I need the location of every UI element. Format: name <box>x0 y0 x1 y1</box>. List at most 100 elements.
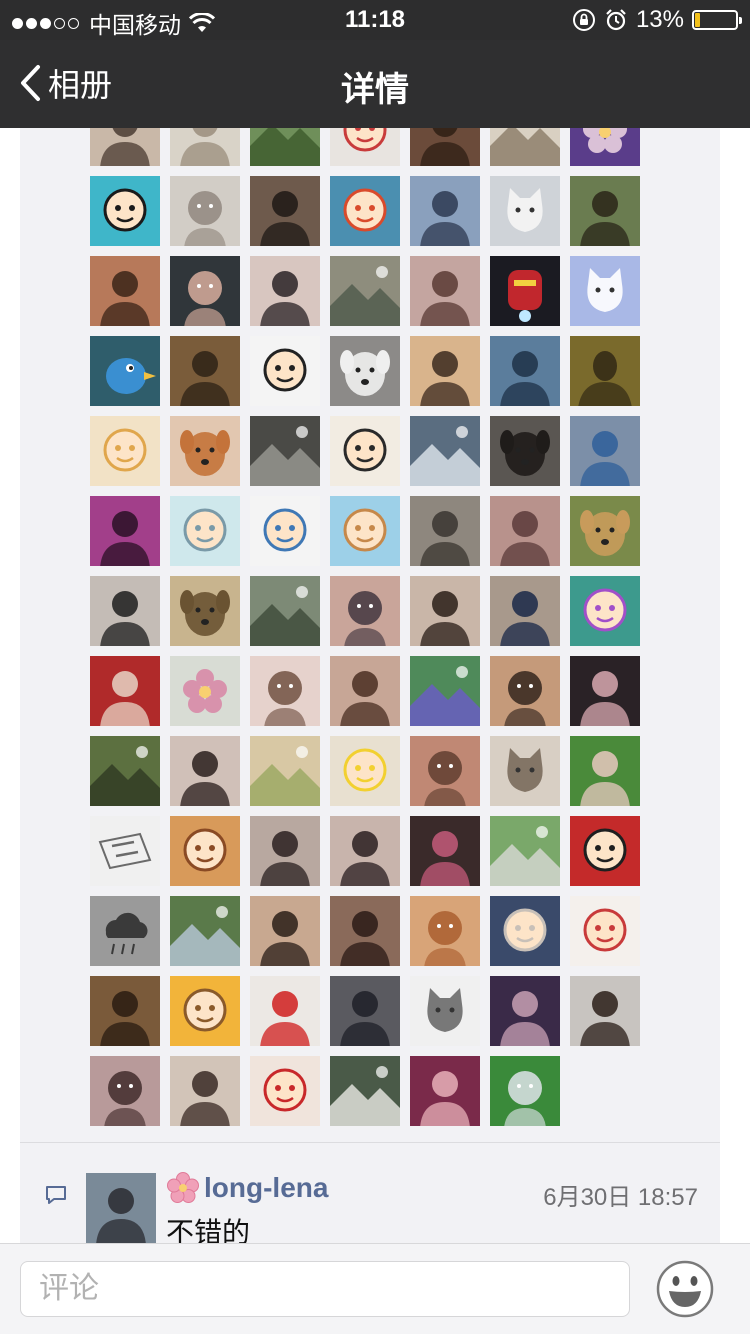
liker-avatar[interactable] <box>570 256 640 326</box>
liker-avatar[interactable] <box>170 1056 240 1126</box>
liker-avatar[interactable] <box>410 416 480 486</box>
liker-avatar[interactable] <box>410 896 480 966</box>
liker-avatar[interactable] <box>330 256 400 326</box>
liker-avatar[interactable] <box>490 256 560 326</box>
liker-avatar[interactable] <box>490 656 560 726</box>
liker-avatar[interactable] <box>90 416 160 486</box>
liker-avatar[interactable] <box>570 816 640 886</box>
liker-avatar[interactable] <box>410 256 480 326</box>
liker-avatar[interactable] <box>330 416 400 486</box>
liker-avatar[interactable] <box>170 336 240 406</box>
commenter-name-link[interactable]: long-lena <box>166 1171 328 1205</box>
liker-avatar[interactable] <box>570 576 640 646</box>
liker-avatar[interactable] <box>330 176 400 246</box>
liker-avatar[interactable] <box>490 736 560 806</box>
liker-avatar[interactable] <box>490 576 560 646</box>
liker-avatar[interactable] <box>410 128 480 166</box>
cartoon-icon <box>170 816 240 886</box>
liker-avatar[interactable] <box>250 976 320 1046</box>
liker-avatar[interactable] <box>330 896 400 966</box>
liker-avatar[interactable] <box>90 896 160 966</box>
liker-avatar[interactable] <box>170 176 240 246</box>
liker-avatar[interactable] <box>250 576 320 646</box>
liker-avatar[interactable] <box>410 496 480 566</box>
liker-avatar[interactable] <box>170 896 240 966</box>
liker-avatar[interactable] <box>250 256 320 326</box>
liker-avatar[interactable] <box>410 576 480 646</box>
liker-avatar[interactable] <box>410 736 480 806</box>
comment-bubble-icon <box>46 1186 66 1204</box>
liker-avatar[interactable] <box>330 976 400 1046</box>
liker-avatar[interactable] <box>570 896 640 966</box>
liker-avatar[interactable] <box>170 816 240 886</box>
liker-avatar[interactable] <box>250 176 320 246</box>
liker-avatar[interactable] <box>570 976 640 1046</box>
commenter-avatar[interactable] <box>86 1173 156 1243</box>
liker-avatar[interactable] <box>250 816 320 886</box>
liker-avatar[interactable] <box>410 816 480 886</box>
liker-avatar[interactable] <box>570 336 640 406</box>
liker-avatar[interactable] <box>490 816 560 886</box>
liker-avatar[interactable] <box>330 128 400 166</box>
liker-avatar[interactable] <box>570 416 640 486</box>
liker-avatar[interactable] <box>410 976 480 1046</box>
liker-avatar[interactable] <box>90 336 160 406</box>
liker-avatar[interactable] <box>250 656 320 726</box>
liker-avatar[interactable] <box>490 336 560 406</box>
liker-avatar[interactable] <box>90 496 160 566</box>
liker-avatar[interactable] <box>410 176 480 246</box>
liker-avatar[interactable] <box>490 176 560 246</box>
liker-avatar[interactable] <box>570 496 640 566</box>
liker-avatar[interactable] <box>170 128 240 166</box>
liker-avatar[interactable] <box>330 1056 400 1126</box>
liker-avatar[interactable] <box>90 576 160 646</box>
liker-avatar[interactable] <box>490 896 560 966</box>
liker-avatar[interactable] <box>330 656 400 726</box>
liker-avatar[interactable] <box>330 336 400 406</box>
liker-avatar[interactable] <box>250 128 320 166</box>
liker-avatar[interactable] <box>410 656 480 726</box>
liker-avatar[interactable] <box>90 656 160 726</box>
liker-avatar[interactable] <box>170 976 240 1046</box>
liker-avatar[interactable] <box>170 736 240 806</box>
liker-avatar[interactable] <box>570 656 640 726</box>
liker-avatar[interactable] <box>330 496 400 566</box>
liker-avatar[interactable] <box>170 496 240 566</box>
liker-avatar[interactable] <box>90 128 160 166</box>
liker-avatar[interactable] <box>410 1056 480 1126</box>
liker-avatar[interactable] <box>250 1056 320 1126</box>
liker-avatar[interactable] <box>250 736 320 806</box>
liker-avatar[interactable] <box>250 896 320 966</box>
liker-avatar[interactable] <box>90 816 160 886</box>
liker-avatar[interactable] <box>90 736 160 806</box>
emoji-button[interactable] <box>656 1260 714 1323</box>
liker-avatar[interactable] <box>90 256 160 326</box>
liker-avatar[interactable] <box>250 496 320 566</box>
liker-avatar[interactable] <box>170 656 240 726</box>
liker-avatar[interactable] <box>490 416 560 486</box>
liker-avatar[interactable] <box>490 1056 560 1126</box>
back-button[interactable]: 相册 <box>18 60 112 106</box>
liker-avatar[interactable] <box>490 128 560 166</box>
liker-avatar[interactable] <box>90 976 160 1046</box>
liker-avatar[interactable] <box>330 576 400 646</box>
liker-avatar[interactable] <box>330 816 400 886</box>
liker-avatar[interactable] <box>90 176 160 246</box>
liker-avatar[interactable] <box>250 416 320 486</box>
liker-avatar[interactable] <box>250 336 320 406</box>
landscape-icon <box>250 128 320 166</box>
liker-avatar[interactable] <box>90 1056 160 1126</box>
liker-avatar[interactable] <box>410 336 480 406</box>
comment-input[interactable] <box>20 1261 630 1317</box>
portrait-icon <box>570 336 640 406</box>
liker-avatar[interactable] <box>170 256 240 326</box>
liker-avatar[interactable] <box>170 416 240 486</box>
liker-avatar[interactable] <box>570 128 640 166</box>
liker-avatar[interactable] <box>490 976 560 1046</box>
liker-avatar[interactable] <box>570 736 640 806</box>
liker-avatar[interactable] <box>490 496 560 566</box>
liker-avatar[interactable] <box>330 736 400 806</box>
liker-avatar[interactable] <box>170 576 240 646</box>
liker-avatar[interactable] <box>570 176 640 246</box>
landscape-icon <box>410 656 480 726</box>
